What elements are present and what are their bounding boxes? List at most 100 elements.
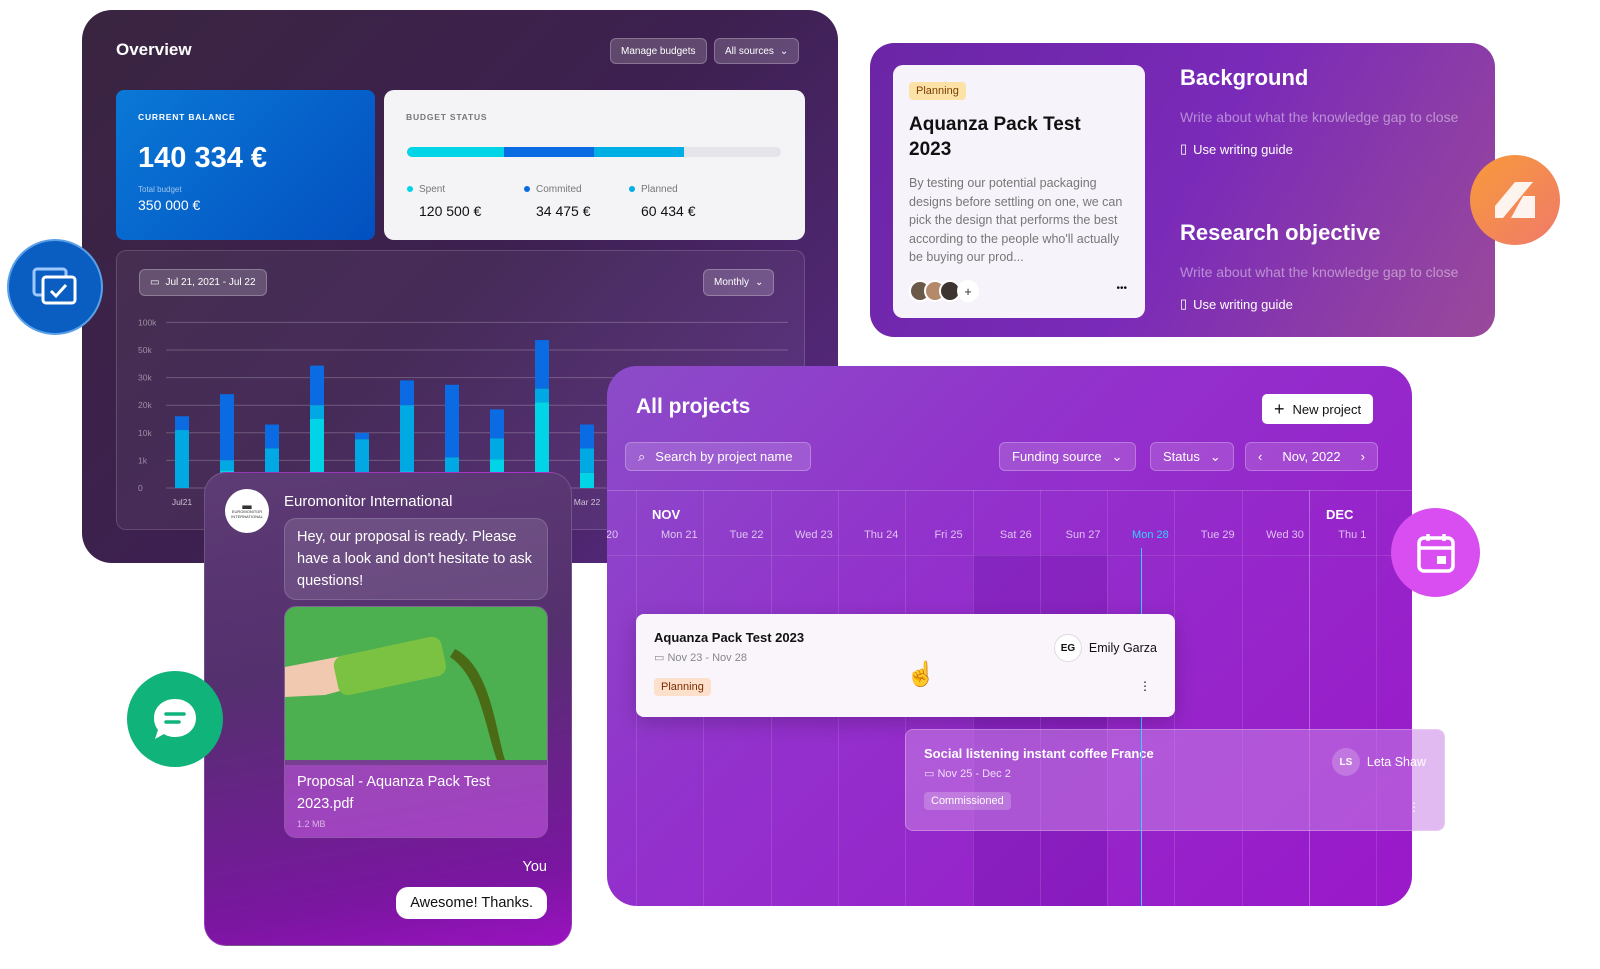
task-dates: ▭ Nov 25 - Dec 2: [924, 768, 1011, 780]
attachment-name: Proposal - Aquanza Pack Test 2023.pdf: [297, 774, 491, 812]
plus-icon: +: [1274, 398, 1285, 419]
day-column-divider: [1376, 490, 1378, 906]
day-label: Mon 21: [660, 529, 698, 541]
hand-cursor-icon: ☝: [906, 661, 936, 688]
date-range-label: Jul 21, 2021 - Jul 22: [165, 277, 256, 288]
x-tick-label: Mar 22: [574, 497, 601, 507]
bar-spent: [580, 472, 594, 488]
day-label: Sun 27: [1065, 529, 1101, 541]
day-label: Sat 26: [999, 529, 1032, 541]
bar-planned: [175, 430, 189, 488]
new-project-label: New project: [1292, 401, 1362, 417]
chevron-left-icon[interactable]: ‹: [1258, 449, 1263, 464]
objective-input[interactable]: Write about what the knowledge gap to cl…: [1180, 264, 1459, 280]
member-avatars: +: [909, 280, 979, 302]
month-label-dec: DEC: [1326, 507, 1354, 522]
legend-planned: Planned 60 434 €: [629, 184, 696, 219]
euromonitor-logo: ▆▆▆ EUROMONITOR INTERNATIONAL: [225, 489, 269, 533]
document-icon: ▯: [1180, 296, 1188, 311]
section-title: Research objective: [1180, 220, 1381, 245]
calendar-icon: ▭: [654, 652, 668, 664]
research-objective-section: Research objective Write about what the …: [1180, 220, 1458, 312]
bar-planned: [220, 460, 234, 471]
day-label: Mon 28: [1132, 529, 1169, 541]
task-owner: EG Emily Garza: [1053, 634, 1157, 662]
new-project-button[interactable]: + New project: [1262, 394, 1374, 424]
attachment-size: 1.2 MB: [297, 819, 326, 829]
bar-planned: [310, 405, 324, 419]
bar-committed: [490, 409, 504, 439]
y-tick-label: 1k: [138, 455, 148, 465]
budget-status-label: BUDGET STATUS: [406, 112, 488, 122]
gallery-check-icon: [7, 239, 103, 335]
overview-title: Overview: [116, 40, 192, 59]
brand-logo-icon: [1470, 155, 1560, 245]
chat-bubble-icon: [127, 671, 223, 767]
bar-planned: [580, 448, 594, 473]
day-label: Fri 25: [934, 529, 963, 541]
chevron-down-icon: ⌄: [1111, 448, 1123, 464]
sources-select[interactable]: All sources ⌄: [714, 38, 800, 64]
task-card[interactable]: Aquanza Pack Test 2023 ▭ Nov 23 - Nov 28…: [636, 614, 1175, 717]
divider: [607, 490, 1412, 491]
bar-spent: [535, 402, 549, 488]
balance-value: 140 334 €: [138, 142, 268, 174]
bar-planned: [265, 448, 279, 472]
day-label: Thu 1: [1338, 529, 1367, 541]
budget-progress-bar: [407, 147, 781, 157]
add-member-button[interactable]: +: [957, 280, 979, 302]
search-placeholder: Search by project name: [655, 449, 793, 464]
day-label: Tue 29: [1200, 529, 1235, 541]
bar-committed: [535, 340, 549, 389]
attachment-image: [285, 607, 547, 760]
bar-committed: [265, 424, 279, 449]
kebab-menu-icon[interactable]: ⋮: [1139, 679, 1151, 693]
today-line: [1141, 729, 1142, 906]
date-range-picker[interactable]: ▭ Jul 21, 2021 - Jul 22: [139, 269, 267, 296]
day-label: Wed 23: [795, 529, 833, 541]
project-card[interactable]: Planning Aquanza Pack Test 2023 By testi…: [893, 65, 1145, 318]
bar-planned: [490, 438, 504, 460]
search-icon: ⌕: [638, 448, 646, 464]
avatar: EG: [1053, 634, 1082, 662]
budget-status-card: BUDGET STATUS Spent 120 500 € Commited 34 …: [384, 90, 805, 240]
message-bubble: Hey, our proposal is ready. Please have …: [284, 518, 548, 600]
task-card[interactable]: Social listening instant coffee France ▭…: [905, 729, 1445, 831]
writing-guide-link[interactable]: ▯ Use writing guide: [1180, 296, 1293, 312]
calendar-icon: ▭: [924, 768, 938, 780]
manage-budgets-label: Manage budgets: [621, 45, 696, 57]
background-input[interactable]: Write about what the knowledge gap to cl…: [1180, 109, 1459, 125]
sender-name: Euromonitor International: [284, 493, 453, 510]
status-select[interactable]: Status ⌄: [1150, 442, 1234, 471]
project-description: By testing our potential packaging desig…: [909, 176, 1123, 264]
bar-planned: [400, 405, 414, 472]
progress-spent: [407, 147, 505, 157]
legend-commited: Commited 34 475 €: [524, 184, 591, 219]
chevron-down-icon: ⌄: [1209, 448, 1221, 464]
today-line: [1141, 548, 1142, 906]
bar-committed: [580, 424, 594, 449]
manage-budgets-button[interactable]: Manage budgets: [610, 38, 707, 64]
bar-committed: [175, 416, 189, 431]
month-label: Nov, 2022: [1282, 449, 1341, 464]
you-label: You: [522, 859, 547, 875]
page-title: All projects: [636, 395, 751, 418]
divider: [607, 555, 1412, 556]
reply-bubble: Awesome! Thanks.: [396, 887, 547, 919]
period-select[interactable]: Monthly ⌄: [703, 269, 775, 296]
kebab-menu-icon[interactable]: ⋮: [1408, 800, 1420, 814]
attachment-card[interactable]: Proposal - Aquanza Pack Test 2023.pdf 1.…: [284, 606, 548, 838]
x-tick-label: Jul21: [172, 497, 193, 507]
bar-committed: [220, 394, 234, 461]
y-tick-label: 50k: [138, 345, 152, 355]
chevron-right-icon[interactable]: ›: [1360, 449, 1365, 464]
more-options-icon[interactable]: •••: [1116, 283, 1127, 294]
month-navigator: ‹ Nov, 2022 ›: [1245, 442, 1378, 471]
funding-source-select[interactable]: Funding source ⌄: [999, 442, 1136, 471]
writing-guide-link[interactable]: ▯ Use writing guide: [1180, 141, 1293, 157]
bar-committed: [445, 384, 459, 458]
calendar-icon: [1391, 508, 1480, 597]
search-input[interactable]: ⌕ Search by project name: [625, 442, 811, 471]
total-budget-value: 350 000 €: [138, 197, 201, 213]
y-tick-label: 100k: [138, 317, 157, 327]
